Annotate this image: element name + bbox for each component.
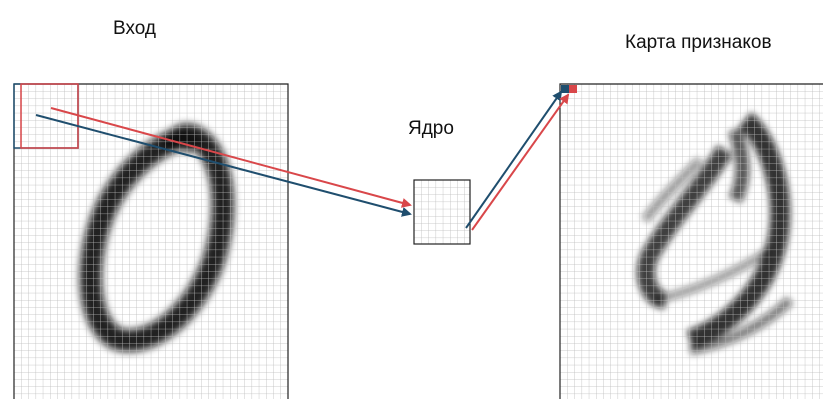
feature-map-grid xyxy=(559,83,823,399)
kernel-grid xyxy=(413,179,471,245)
arrow-kernel-to-map-blue xyxy=(465,90,563,229)
arrow-kernel-to-map-red xyxy=(471,93,570,231)
input-grid xyxy=(13,83,289,399)
arrow-input-to-kernel-blue xyxy=(35,114,412,217)
feature-map-cell-red xyxy=(569,85,577,93)
feature-map-label: Карта признаков xyxy=(625,32,772,53)
feature-map-cell-blue xyxy=(561,85,569,93)
arrow-input-to-kernel-red xyxy=(50,107,412,208)
input-label: Вход xyxy=(113,18,156,39)
kernel-label: Ядро xyxy=(408,118,454,139)
